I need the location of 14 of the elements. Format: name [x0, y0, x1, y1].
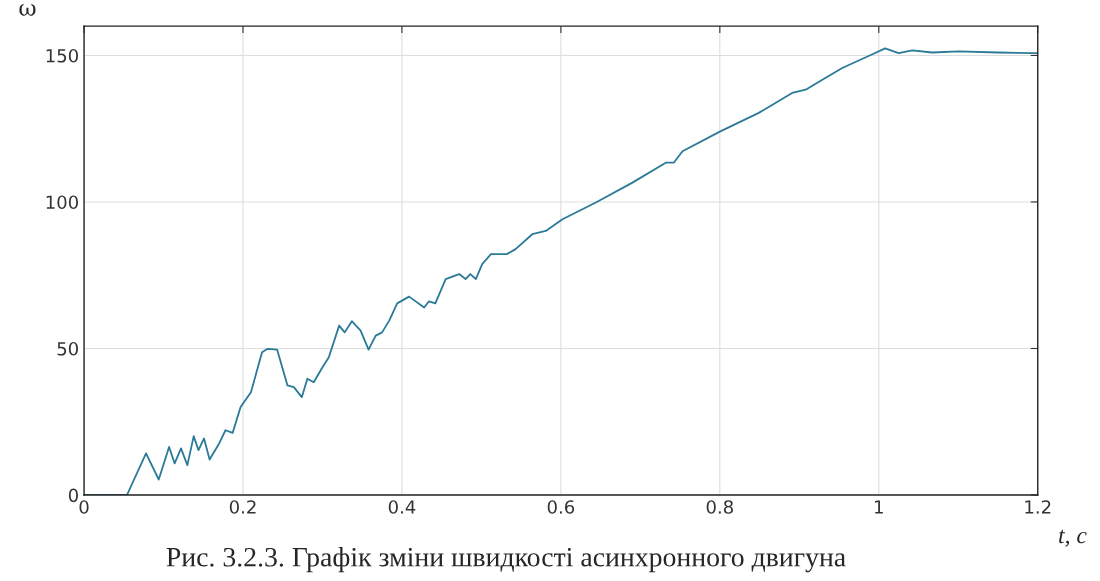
y-tick-label: 150: [46, 48, 78, 63]
y-tick-label: 50: [57, 341, 78, 356]
x-tick-label: 1.2: [1025, 500, 1051, 514]
x-tick-label: 0.6: [547, 500, 575, 514]
y-axis-title: ω: [19, 4, 36, 16]
x-tick-label: 0.8: [706, 500, 733, 514]
x-tick-label: 0.4: [388, 500, 416, 514]
x-tick-label: 1: [875, 500, 883, 514]
text: Рис. 3.2.3. Графік зміни швидкості асинхронного двигуна: [166, 547, 846, 573]
x-tick-label: 0: [79, 500, 89, 514]
x-axis-title: t, c: [1059, 529, 1087, 547]
y-tick-label: 0: [68, 488, 78, 503]
y-tick-label: 100: [46, 195, 78, 210]
x-tick-label: 0.2: [229, 500, 256, 514]
